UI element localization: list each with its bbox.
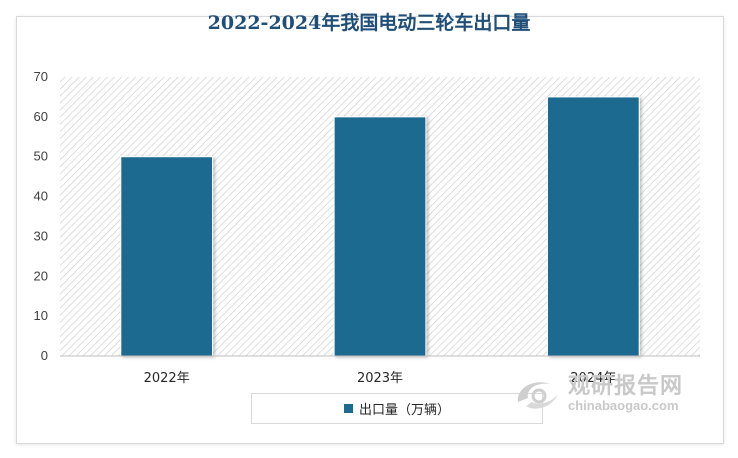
swirl-logo-icon — [517, 382, 558, 409]
bar-2023年 — [333, 116, 427, 357]
watermark-domain: chinabaogao.com — [568, 398, 679, 413]
legend: 出口量（万辆） — [251, 393, 543, 424]
legend-swatch — [343, 404, 353, 413]
watermark-name: 观研报告网 — [568, 374, 684, 399]
y-tick-label: 40 — [34, 189, 48, 204]
x-tick-label: 2024年 — [570, 371, 616, 386]
watermark: 观研报告网 chinabaogao.com — [512, 374, 683, 414]
y-tick-label: 10 — [34, 308, 48, 323]
y-tick-label: 0 — [41, 348, 48, 363]
y-tick-label: 60 — [34, 109, 48, 124]
bar-2022年 — [120, 156, 214, 357]
chart-title: 2022-2024年我国电动三轮车出口量 — [207, 12, 531, 34]
x-axis: 2022年 2023年 2024年 — [144, 371, 617, 386]
bar-2024年 — [546, 96, 640, 357]
y-axis: 0 10 20 30 40 50 60 70 — [34, 69, 48, 363]
bars — [120, 96, 640, 357]
x-tick-label: 2022年 — [144, 371, 190, 386]
y-tick-label: 50 — [34, 149, 48, 164]
y-tick-label: 30 — [34, 228, 48, 243]
legend-label: 出口量（万辆） — [358, 403, 450, 418]
y-tick-label: 70 — [34, 69, 48, 84]
y-tick-label: 20 — [34, 268, 48, 283]
x-tick-label: 2023年 — [357, 371, 403, 386]
